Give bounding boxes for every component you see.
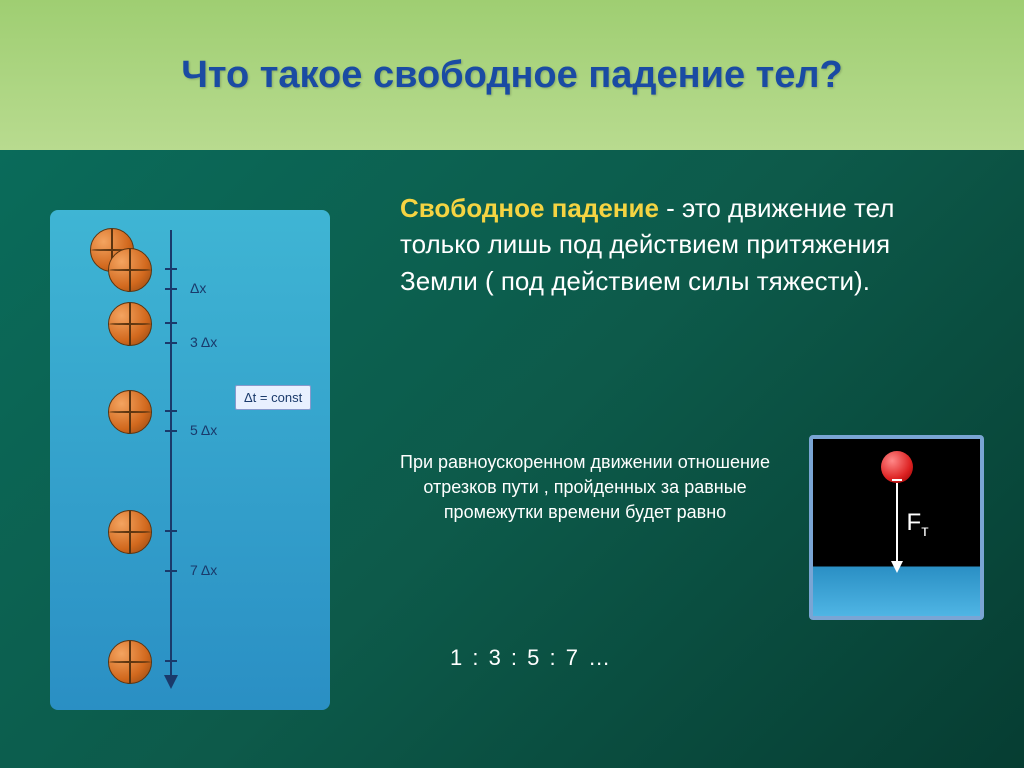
vertical-axis (170, 230, 172, 680)
const-label: Δt = const (235, 385, 311, 410)
tick-label: Δx (190, 280, 206, 296)
force-symbol: F (907, 509, 922, 536)
axis-tick (165, 660, 177, 662)
definition-term: Свободное падение (400, 193, 659, 223)
force-diagram: Fт (809, 435, 984, 620)
axis-tick (165, 410, 177, 412)
slide-title: Что такое свободное падение тел? (181, 54, 843, 97)
basketball-icon (108, 510, 152, 554)
basketball-icon (108, 302, 152, 346)
force-inner: Fт (813, 439, 980, 616)
axis-tick (165, 288, 177, 290)
header-area: Что такое свободное падение тел? (0, 0, 1024, 150)
basketball-icon (108, 248, 152, 292)
axis-tick (165, 342, 177, 344)
axis-tick (165, 530, 177, 532)
slide: Что такое свободное падение тел? Δt = co… (0, 0, 1024, 768)
basketball-icon (108, 640, 152, 684)
axis-tick (165, 430, 177, 432)
axis-tick (165, 268, 177, 270)
axis-arrow-icon (164, 675, 178, 689)
tick-label: 5 Δx (190, 422, 217, 438)
force-subscript: т (921, 523, 928, 540)
sub-text: При равноускоренном движении отношение о… (400, 450, 770, 526)
content-area: Δt = const Δx 3 Δx 5 Δx 7 Δx Свободное паде… (0, 150, 1024, 768)
axis-tick (165, 322, 177, 324)
definition-text: Свободное падение - это движение тел тол… (400, 190, 960, 299)
tick-label: 7 Δx (190, 562, 217, 578)
basketball-icon (108, 390, 152, 434)
falling-balls-diagram: Δt = const Δx 3 Δx 5 Δx 7 Δx (50, 210, 330, 710)
axis-tick (165, 570, 177, 572)
force-label: Fт (907, 509, 929, 541)
ratio-text: 1 : 3 : 5 : 7 … (450, 645, 612, 671)
force-arrow-icon (896, 483, 898, 563)
tick-label: 3 Δx (190, 334, 217, 350)
